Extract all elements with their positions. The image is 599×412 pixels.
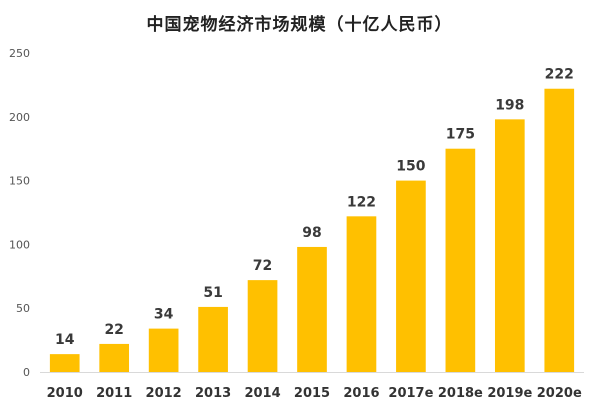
data-label: 98 bbox=[302, 225, 321, 241]
data-label: 222 bbox=[545, 67, 574, 83]
data-label: 175 bbox=[446, 127, 475, 143]
x-tick-label: 2020e bbox=[537, 386, 582, 401]
x-tick-label: 2017e bbox=[388, 386, 433, 401]
bar bbox=[445, 148, 476, 372]
y-tick-label: 200 bbox=[9, 111, 30, 124]
chart-title: 中国宠物经济市场规模（十亿人民币） bbox=[146, 15, 453, 35]
y-tick-label: 0 bbox=[23, 366, 30, 379]
data-label: 122 bbox=[347, 194, 376, 210]
y-tick-label: 250 bbox=[9, 47, 30, 60]
x-tick-label: 2014 bbox=[244, 386, 280, 401]
bar bbox=[297, 246, 327, 372]
x-tick-label: 2015 bbox=[294, 386, 330, 401]
data-label: 14 bbox=[55, 332, 75, 348]
x-tick-label: 2013 bbox=[195, 386, 231, 401]
x-tick-label: 2010 bbox=[47, 386, 83, 401]
x-tick-label: 2012 bbox=[146, 386, 182, 401]
data-label: 34 bbox=[154, 307, 174, 323]
bar bbox=[198, 306, 228, 372]
bar bbox=[148, 328, 179, 372]
bar bbox=[494, 119, 525, 373]
data-label: 150 bbox=[396, 159, 425, 175]
x-tick-label: 2019e bbox=[487, 386, 532, 401]
x-tick-label: 2016 bbox=[343, 386, 379, 401]
y-tick-label: 100 bbox=[9, 238, 30, 251]
bar bbox=[396, 180, 426, 372]
y-tick-label: 50 bbox=[16, 302, 30, 315]
bar bbox=[99, 343, 130, 372]
x-tick-label: 2011 bbox=[96, 386, 132, 401]
data-label: 51 bbox=[203, 285, 222, 301]
x-tick-label: 2018e bbox=[438, 386, 483, 401]
data-label: 198 bbox=[495, 97, 524, 113]
y-tick-label: 150 bbox=[9, 175, 30, 188]
bar bbox=[49, 354, 80, 372]
bar bbox=[544, 88, 575, 372]
bar bbox=[346, 216, 377, 372]
data-label: 72 bbox=[253, 258, 272, 274]
data-label: 22 bbox=[104, 322, 123, 338]
bar bbox=[247, 280, 278, 372]
